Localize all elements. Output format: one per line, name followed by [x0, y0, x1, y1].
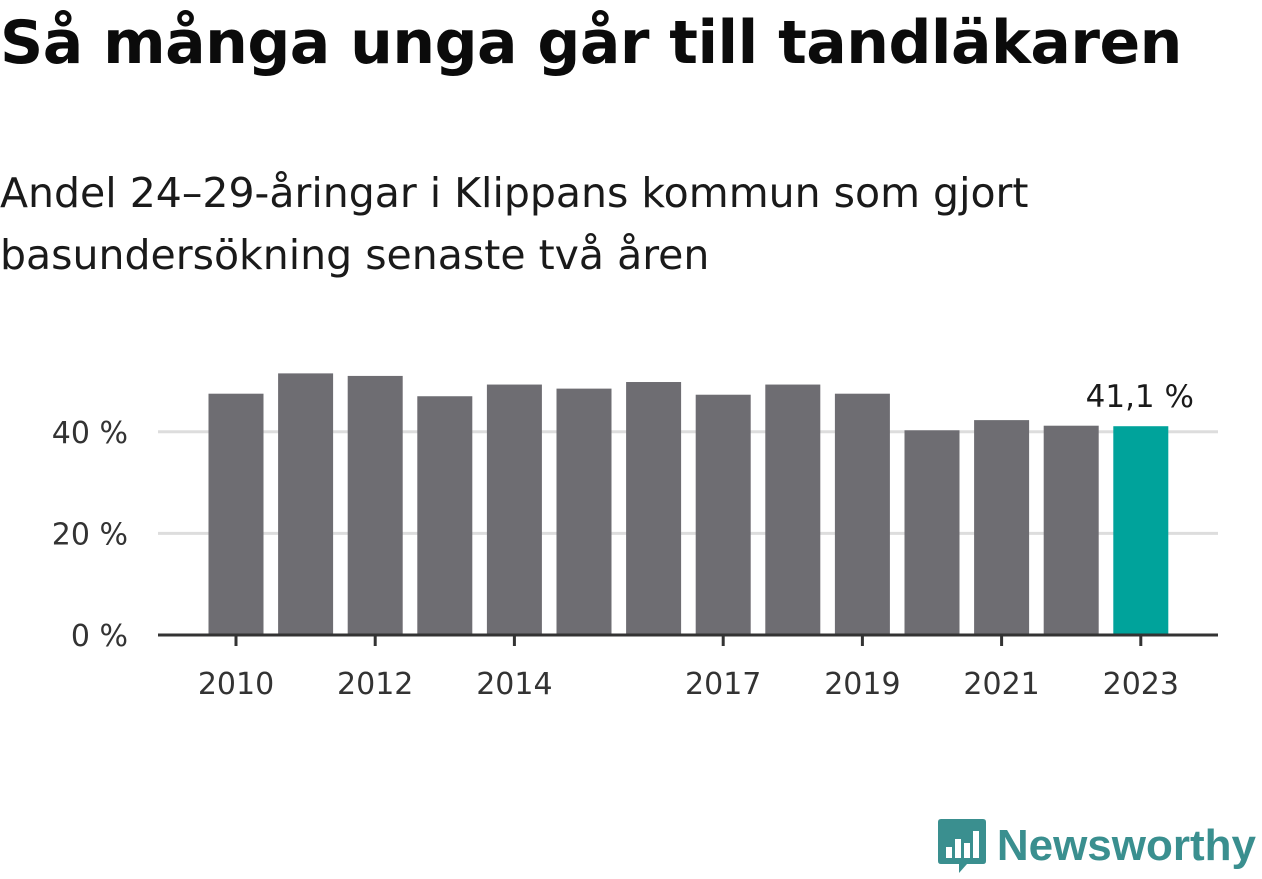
bar-2023: [1113, 426, 1169, 635]
x-tick-label: 2021: [963, 667, 1039, 702]
logo-text: Newsworthy: [996, 821, 1256, 870]
bar-2012: [347, 375, 403, 635]
x-tick-label: 2019: [824, 667, 900, 702]
bar-chart-speech-bubble-icon: [937, 819, 986, 873]
bar-2016: [626, 382, 682, 635]
bar-2022: [1043, 425, 1099, 635]
x-tick-label: 2012: [337, 667, 413, 702]
bar-2015: [556, 388, 612, 635]
newsworthy-logo: Newsworthy: [937, 817, 1256, 875]
y-tick-label: 0 %: [71, 619, 128, 654]
bar-2017: [695, 394, 751, 635]
y-tick-label: 40 %: [52, 416, 128, 451]
bar-2019: [834, 393, 890, 635]
bar-2011: [278, 373, 334, 635]
bar-2010: [208, 393, 264, 635]
bar-2018: [765, 384, 821, 635]
bar-2013: [417, 396, 473, 635]
labels: 0 % 20 % 40 % 41,1 % 2010 2012 2014 2017 2019 202…: [52, 379, 1194, 702]
bar-2021: [974, 420, 1030, 635]
x-tick-label: 2014: [476, 667, 552, 702]
x-tick-label: 2010: [198, 667, 274, 702]
chart-subtitle: Andel 24–29-åringar i Klippans kommun so…: [0, 169, 1029, 279]
chart-title: Så många unga går till tandläkaren: [0, 8, 1182, 78]
bar-2014: [486, 384, 542, 635]
x-tick-label: 2023: [1103, 667, 1179, 702]
bars: [208, 373, 1169, 635]
data-label: 41,1 %: [1086, 379, 1194, 415]
x-tick-label: 2017: [685, 667, 761, 702]
bar-2020: [904, 430, 960, 635]
axes: [158, 633, 1218, 646]
grid-lines: [158, 430, 1218, 535]
y-tick-label: 20 %: [52, 517, 128, 552]
